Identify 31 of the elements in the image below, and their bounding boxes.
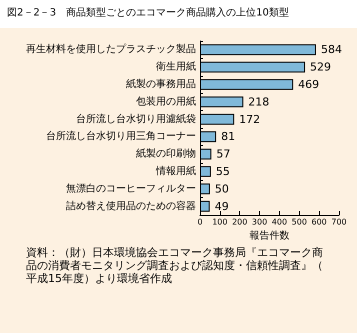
text: 資料：（財）日本環境協会エコマーク事務局『エコマーク商品の消費者モニタリング調査および認知度・信頼性調査』（平成15年度）より環境省作成 bbox=[26, 246, 323, 285]
data-label: 49 bbox=[214, 200, 229, 213]
y-tick-label: 台所流し台水切り用三角コーナー bbox=[46, 130, 196, 142]
chart-title: 図2－2－3 商品類型ごとのエコマーク商品購入の上位10類型 bbox=[7, 6, 289, 18]
x-tick-label: 500 bbox=[292, 218, 307, 226]
data-label: 469 bbox=[298, 78, 320, 91]
data-label: 55 bbox=[216, 165, 230, 178]
y-tick-label: 再生材料を使用したプラスチック製品 bbox=[26, 43, 196, 56]
data-label: 172 bbox=[239, 112, 260, 126]
y-tick-label: 紙製の印刷物 bbox=[136, 148, 196, 160]
y-tick-label: 詰め替え使用品のための容器 bbox=[66, 200, 196, 212]
x-tick-label: 300 bbox=[252, 218, 268, 226]
data-label: 57 bbox=[216, 148, 230, 161]
y-tick-label: 紙製の事務用品 bbox=[126, 78, 196, 90]
data-label: 81 bbox=[221, 130, 236, 144]
y-tick-label: 包装用の用紙 bbox=[136, 95, 196, 108]
x-tick-label: 700 bbox=[331, 218, 347, 226]
data-label: 50 bbox=[214, 182, 229, 196]
data-label: 529 bbox=[310, 60, 332, 74]
y-tick-label: 情報用紙 bbox=[155, 165, 196, 177]
x-tick-label: 100 bbox=[212, 218, 228, 226]
x-axis-title: 報告件数 bbox=[250, 229, 290, 242]
x-tick-label: 0 bbox=[197, 218, 203, 226]
data-label: 218 bbox=[248, 95, 270, 108]
y-tick-label: 無漂白のコーヒーフィルター bbox=[66, 182, 196, 194]
x-tick-label: 200 bbox=[232, 218, 248, 226]
x-tick-label: 600 bbox=[312, 218, 327, 226]
y-tick-label: 衛生用紙 bbox=[156, 60, 196, 73]
data-label: 584 bbox=[320, 43, 342, 56]
x-tick-label: 400 bbox=[272, 218, 288, 226]
y-tick-label: 台所流し台水切り用濾紙袋 bbox=[76, 112, 196, 125]
